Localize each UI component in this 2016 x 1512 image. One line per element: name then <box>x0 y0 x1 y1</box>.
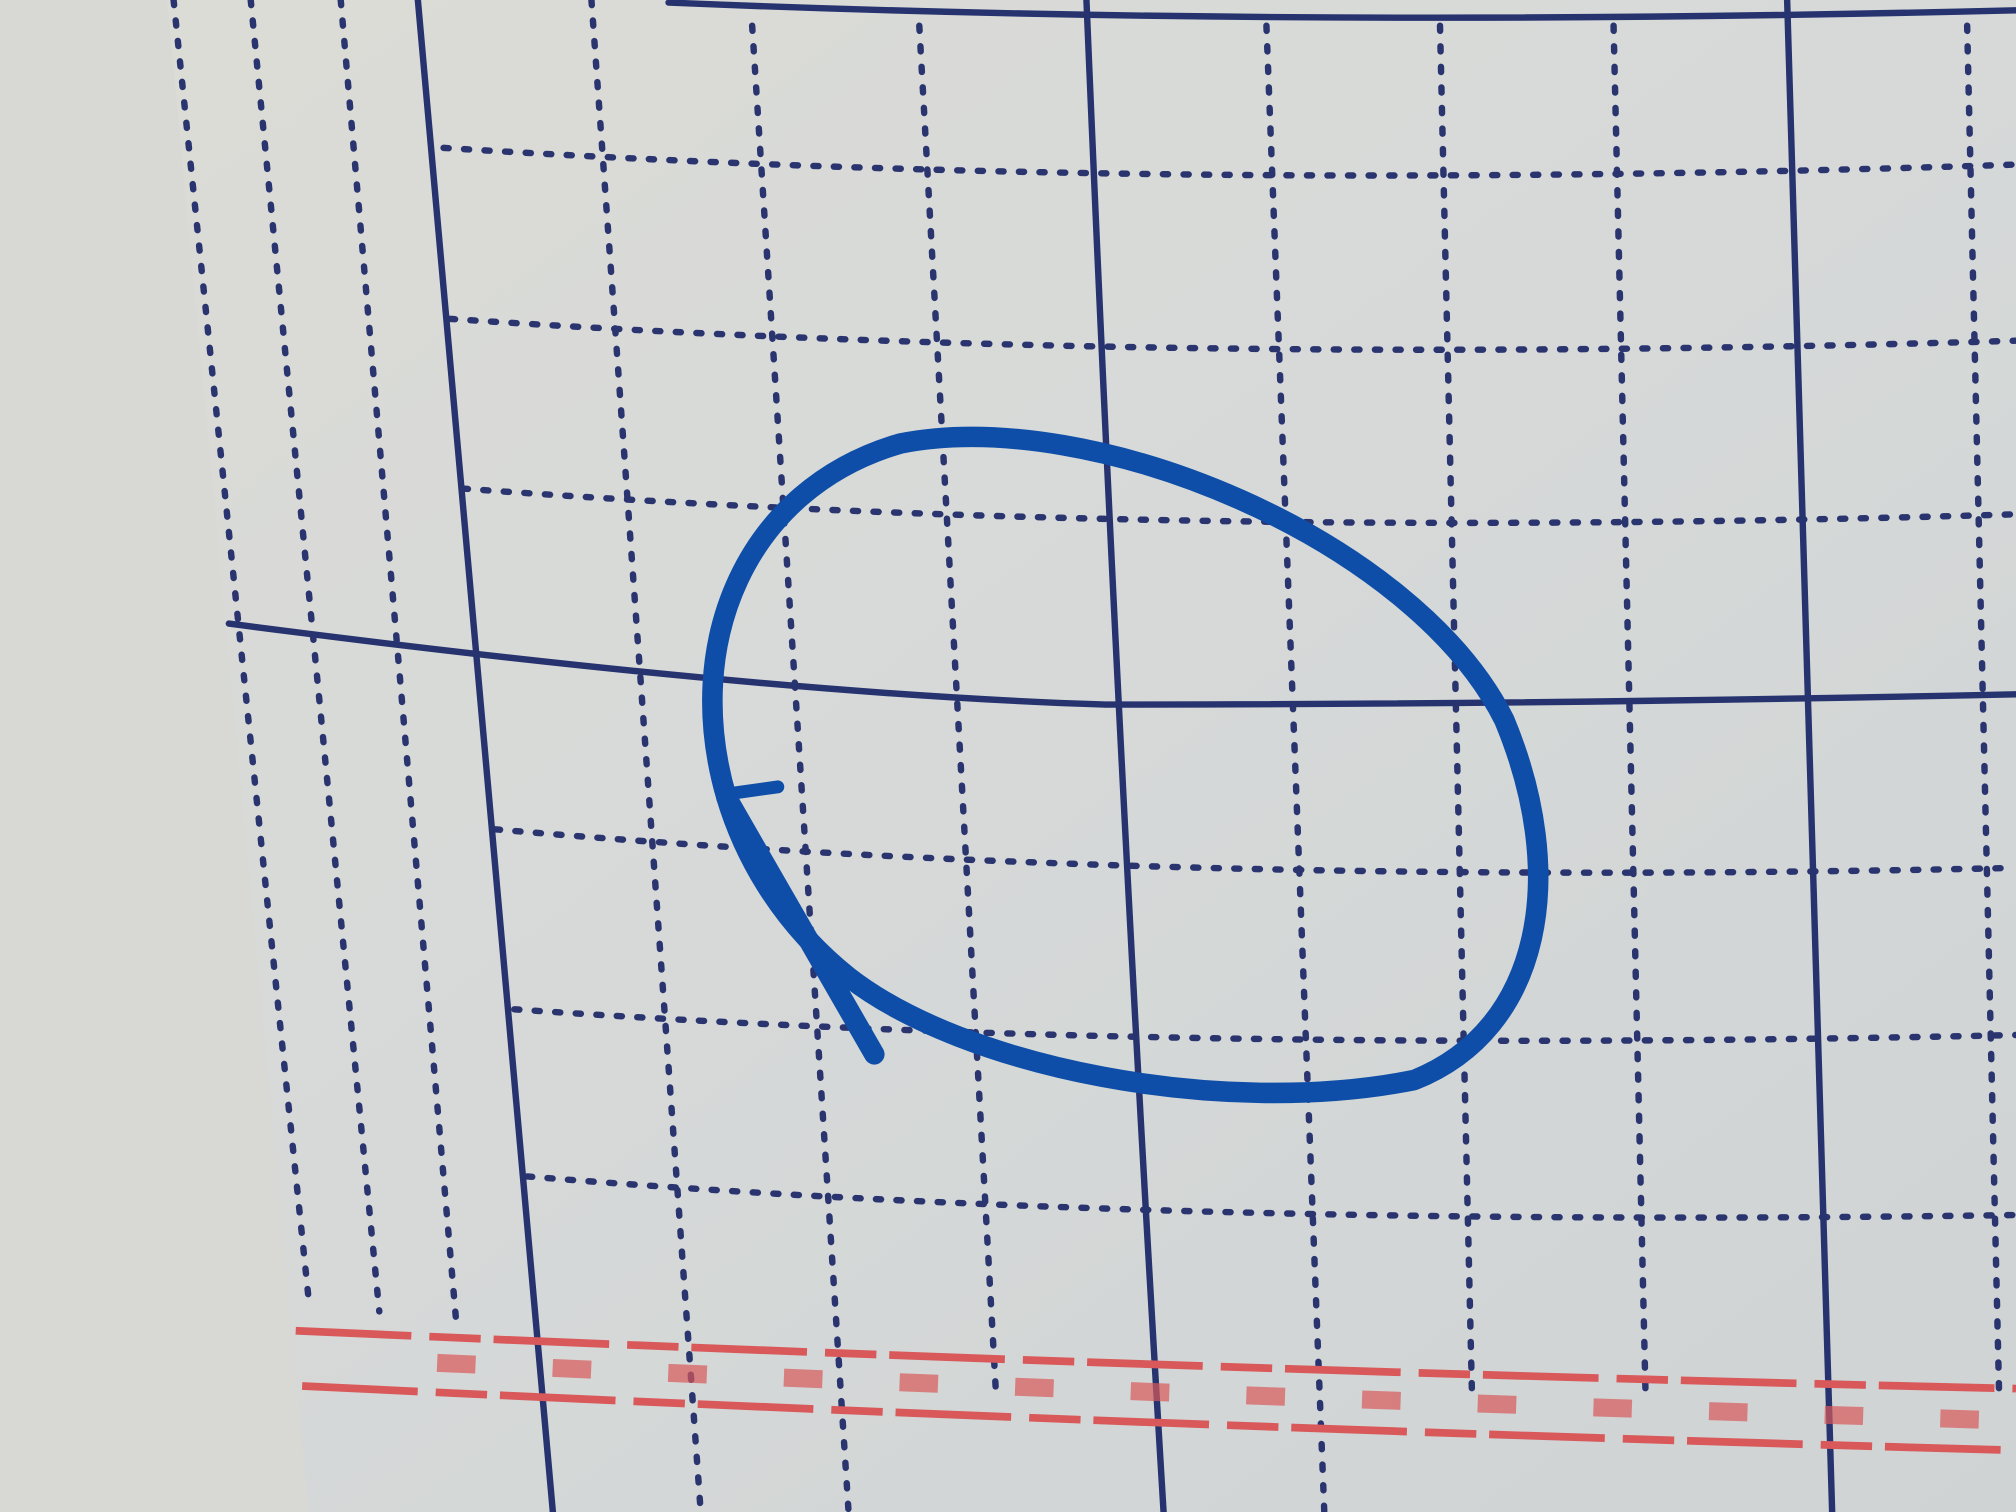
dotted-line <box>1263 22 1328 1512</box>
dotted-line <box>1963 22 2003 1405</box>
solid-line <box>1783 0 1836 1512</box>
dotted-line <box>170 0 312 1302</box>
dotted-line <box>337 0 460 1328</box>
solid-line <box>1083 0 1167 1512</box>
dotted-grid <box>170 0 2016 1512</box>
solid-grid <box>225 0 2016 1512</box>
arrow-tick <box>716 780 785 802</box>
dotted-line <box>748 22 852 1512</box>
paper-edge <box>0 0 309 1512</box>
red-line <box>295 1326 2016 1393</box>
dotted-line <box>916 22 1000 1405</box>
dotted-line <box>511 1006 2016 1044</box>
circle-stroke <box>702 426 1549 1104</box>
dotted-line <box>446 315 2016 353</box>
dotted-line <box>491 826 2016 876</box>
dotted-line <box>459 485 2016 527</box>
dotted-line <box>523 1173 2016 1221</box>
solid-line <box>414 0 557 1512</box>
solid-line <box>665 0 2016 21</box>
dotted-line <box>1610 22 1649 1405</box>
red-line <box>301 1382 2016 1455</box>
arrow-tail <box>716 786 885 1065</box>
drawn-circle-arrow <box>702 426 1549 1104</box>
dotted-line <box>440 144 2016 179</box>
solid-line <box>225 620 2016 708</box>
dotted-line <box>1436 22 1476 1405</box>
red-margin <box>295 1326 2016 1455</box>
dotted-line <box>247 0 383 1315</box>
dotted-line <box>588 0 704 1512</box>
